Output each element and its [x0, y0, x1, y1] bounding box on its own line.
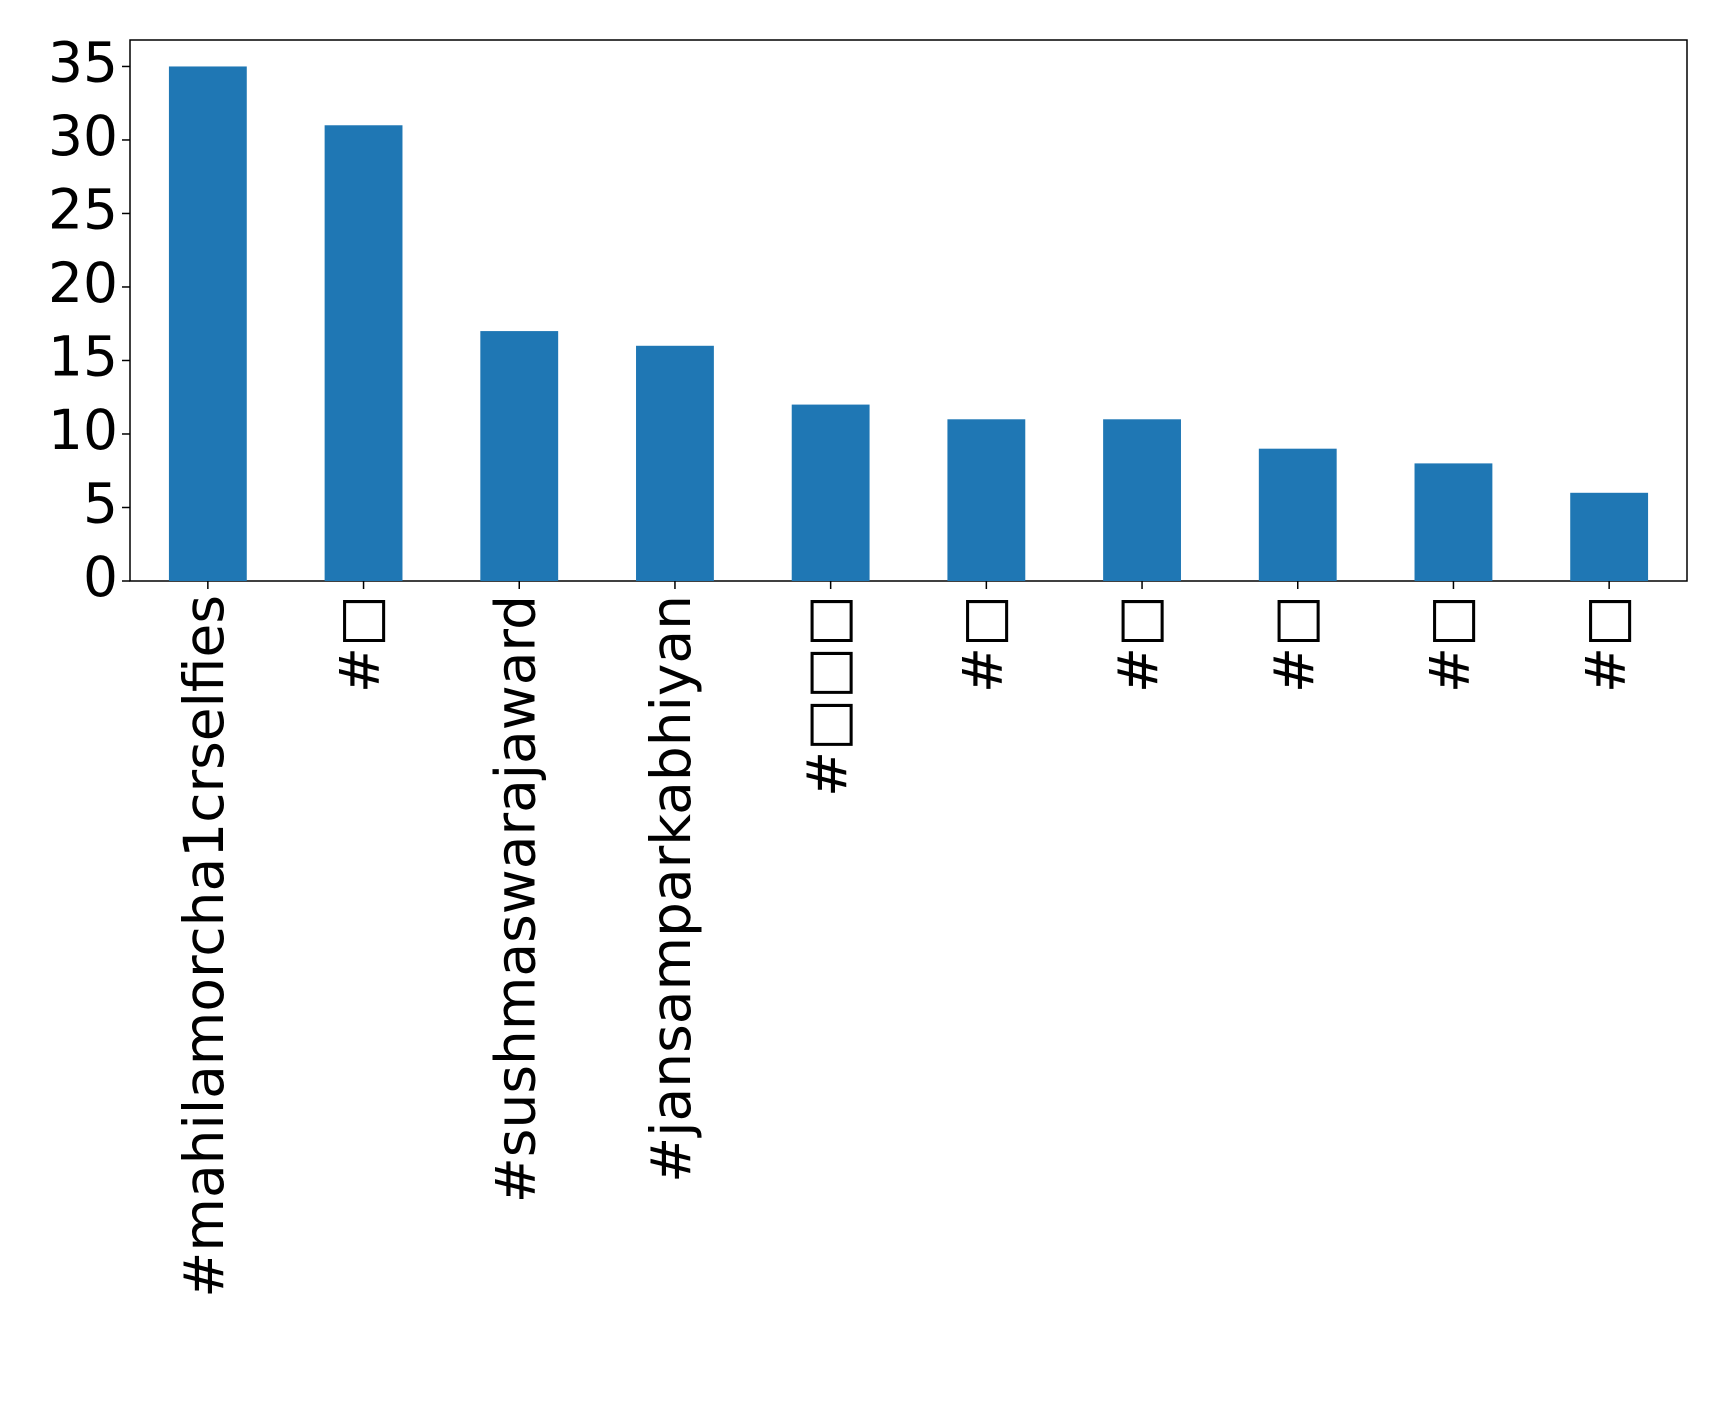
x-tick-label: #□	[1106, 595, 1170, 693]
y-tick-label: 30	[48, 104, 118, 168]
y-tick-label: 5	[83, 472, 118, 536]
plot-frame	[129, 39, 1688, 582]
bar	[168, 66, 247, 581]
bar	[324, 125, 403, 582]
x-tick-label: #jansamparkabhiyan	[639, 595, 703, 1183]
y-tick-label: 0	[83, 545, 118, 609]
bar	[947, 419, 1026, 581]
x-tick-label: #□	[1418, 595, 1482, 693]
x-tick-label: #□	[328, 595, 392, 693]
y-tick-label: 35	[48, 31, 118, 95]
x-tick-label: #□□□	[795, 595, 859, 797]
bar	[1103, 419, 1181, 581]
x-tick-label: #mahilamorcha1crselfies	[172, 595, 236, 1298]
x-tick-label: #□	[950, 595, 1014, 693]
bar	[636, 345, 714, 581]
bar	[791, 404, 870, 581]
x-tick-label: #□	[1262, 595, 1326, 693]
bar	[1258, 448, 1337, 581]
bar	[1414, 463, 1493, 581]
y-tick-label: 15	[48, 325, 118, 389]
x-tick-label: #□	[1573, 595, 1637, 693]
y-tick-label: 25	[48, 178, 118, 242]
x-tick-label: #sushmaswarajaward	[483, 595, 547, 1203]
y-tick-label: 10	[48, 398, 118, 462]
bar	[480, 331, 559, 581]
bar	[1570, 492, 1649, 581]
y-tick-label: 20	[48, 251, 118, 315]
